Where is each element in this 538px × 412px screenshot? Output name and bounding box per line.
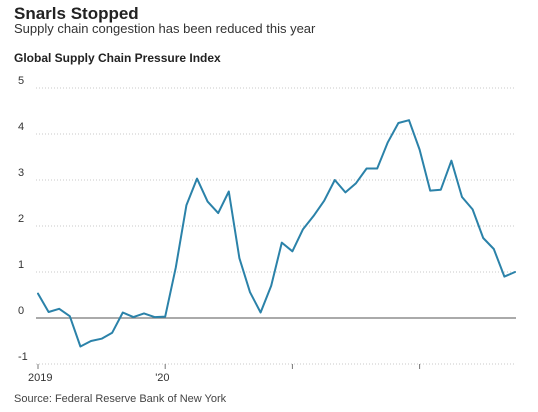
data-point xyxy=(281,241,283,244)
data-point xyxy=(58,308,60,310)
tick-label-layer: -1 0 1 2 3 4 5 2019 '20 xyxy=(18,75,421,384)
data-point xyxy=(302,228,304,230)
data-point xyxy=(90,340,92,342)
data-point xyxy=(419,149,421,151)
y-tick-label: -1 xyxy=(18,351,28,363)
data-point xyxy=(387,141,389,143)
data-point xyxy=(48,311,50,313)
data-point xyxy=(217,212,219,214)
data-point xyxy=(175,266,177,268)
data-point xyxy=(238,257,240,259)
data-point xyxy=(482,237,484,239)
chart-subtitle: Supply chain congestion has been reduced… xyxy=(14,21,316,36)
data-point xyxy=(122,311,124,314)
data-point xyxy=(228,190,230,193)
data-point xyxy=(397,122,399,124)
data-point xyxy=(461,196,463,198)
data-point xyxy=(450,160,452,162)
source-note: Source: Federal Reserve Bank of New York xyxy=(14,393,227,405)
data-point xyxy=(313,215,315,217)
data-point xyxy=(101,338,103,340)
data-point xyxy=(111,332,113,334)
y-tick-label: 5 xyxy=(18,75,24,87)
data-point xyxy=(143,312,145,314)
chart-title: Snarls Stopped xyxy=(14,4,139,23)
data-point xyxy=(37,293,39,295)
data-point xyxy=(132,316,134,318)
series-line xyxy=(37,119,516,348)
y-tick-label: 0 xyxy=(18,305,24,317)
data-point xyxy=(185,204,187,206)
chart-label: Global Supply Chain Pressure Index xyxy=(14,51,221,65)
data-point xyxy=(249,291,251,293)
y-tick-label: 1 xyxy=(18,259,24,271)
data-point xyxy=(429,189,431,192)
grid-layer xyxy=(36,87,516,365)
y-tick-label: 3 xyxy=(18,167,24,179)
data-point xyxy=(270,285,272,287)
data-point xyxy=(260,311,262,314)
data-point xyxy=(493,248,495,250)
data-point xyxy=(503,276,505,278)
x-tick-label: 2019 xyxy=(28,372,52,384)
data-point xyxy=(196,178,198,180)
data-point xyxy=(334,179,336,181)
data-point xyxy=(291,250,293,252)
data-point xyxy=(376,167,378,170)
data-point xyxy=(323,200,325,202)
series-layer xyxy=(37,119,516,348)
y-tick-label: 2 xyxy=(18,213,24,225)
data-point xyxy=(164,316,166,318)
x-tick-label: '20 xyxy=(155,372,169,384)
data-point xyxy=(514,271,516,273)
data-point xyxy=(69,315,71,317)
data-point xyxy=(207,201,209,203)
data-point xyxy=(344,191,346,194)
data-point xyxy=(366,167,368,170)
data-point xyxy=(355,182,357,184)
data-point xyxy=(79,345,81,348)
data-point xyxy=(154,316,156,318)
data-point xyxy=(408,119,410,121)
data-point xyxy=(472,208,474,211)
y-tick-label: 4 xyxy=(18,121,24,133)
data-point xyxy=(440,189,442,191)
